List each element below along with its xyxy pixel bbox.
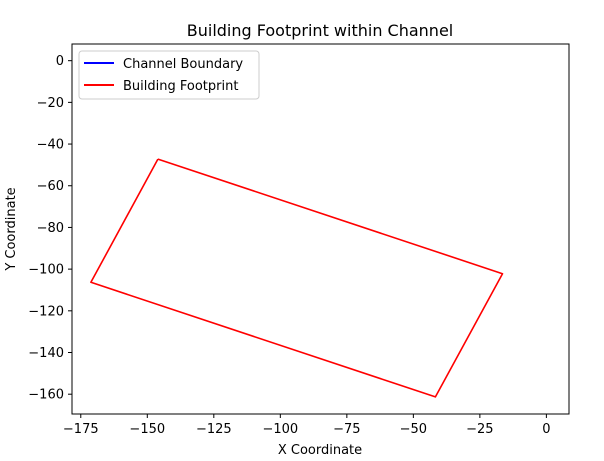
legend: Channel Boundary Building Footprint xyxy=(78,50,260,100)
x-tick-label: −175 xyxy=(63,422,99,437)
y-axis-label: Y Coordinate xyxy=(4,187,19,271)
x-tick-label: −125 xyxy=(196,422,232,437)
x-axis-label: X Coordinate xyxy=(278,443,362,458)
y-tick-label: −20 xyxy=(37,96,64,111)
legend-label-channel-boundary: Channel Boundary xyxy=(123,57,243,72)
chart-title: Building Footprint within Channel xyxy=(187,21,453,40)
x-tick-label: −100 xyxy=(262,422,298,437)
y-tick-label: −160 xyxy=(28,388,64,403)
series-line-1 xyxy=(90,158,504,398)
x-tick-label: 0 xyxy=(542,422,550,437)
y-tick-label: −140 xyxy=(28,346,64,361)
axis-ticks: −175 −150 −125 −100 −75 −50 −25 0 0 −20 −40 −60 −80 −… xyxy=(28,54,550,437)
axes-frame xyxy=(71,43,570,415)
x-tick-label: −150 xyxy=(129,422,165,437)
y-tick-label: −40 xyxy=(37,138,64,153)
y-tick-label: 0 xyxy=(56,54,64,69)
plot-area xyxy=(90,158,504,398)
y-tick-label: −80 xyxy=(37,221,64,236)
y-tick-label: −120 xyxy=(28,304,64,319)
legend-box xyxy=(78,50,260,100)
y-tick-label: −100 xyxy=(28,263,64,278)
x-tick-label: −75 xyxy=(333,422,360,437)
x-tick-label: −25 xyxy=(466,422,493,437)
x-tick-label: −50 xyxy=(400,422,427,437)
y-tick-label: −60 xyxy=(37,179,64,194)
legend-label-building-footprint: Building Footprint xyxy=(123,79,238,94)
